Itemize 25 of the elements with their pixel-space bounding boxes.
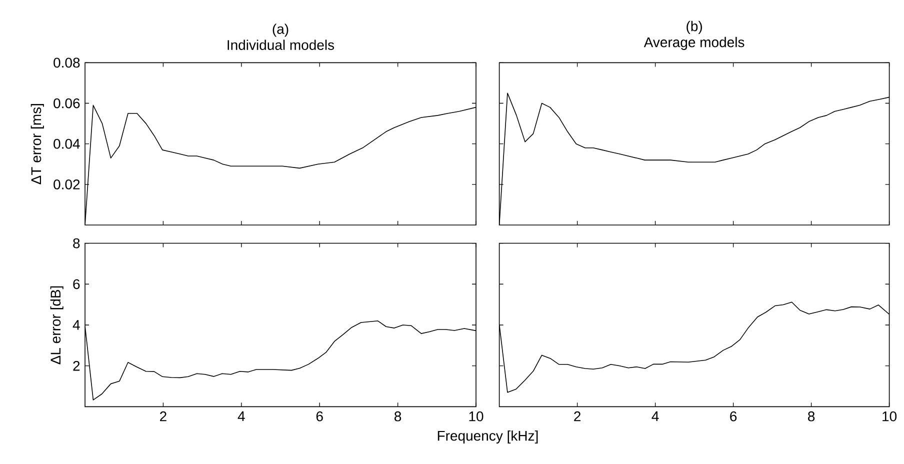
y-tick-label: 6 bbox=[73, 279, 80, 290]
y-tick-label: 0.06 bbox=[54, 98, 80, 108]
x-tick-label: 4 bbox=[238, 411, 245, 422]
x-tick-label: 8 bbox=[394, 411, 402, 422]
y-tick-label: 0.08 bbox=[54, 58, 80, 68]
x-tick-label: 10 bbox=[469, 411, 484, 422]
chart-subtitle: Individual models bbox=[228, 40, 334, 50]
x-tick-label: 2 bbox=[574, 411, 580, 422]
x-tick-label: 8 bbox=[808, 411, 815, 422]
x-axis-title: Frequency [kHz] bbox=[438, 430, 538, 444]
x-tick-label: 6 bbox=[730, 411, 737, 422]
y-tick-label: 2 bbox=[73, 360, 80, 371]
chart-title: (a) bbox=[272, 24, 288, 37]
x-tick-label: 2 bbox=[160, 411, 166, 422]
x-tick-label: 10 bbox=[882, 411, 897, 422]
y-axis-title: ΔL error [dB] bbox=[50, 286, 64, 364]
y-tick-label: 0.02 bbox=[54, 179, 80, 190]
x-tick-label: 4 bbox=[652, 411, 659, 422]
y-axis-title: ΔT error [ms] bbox=[30, 104, 44, 184]
x-tick-label: 6 bbox=[316, 411, 323, 422]
y-tick-label: 4 bbox=[72, 320, 80, 330]
y-tick-label: 8 bbox=[73, 238, 80, 248]
chart-subtitle: Average models bbox=[644, 36, 744, 50]
y-tick-label: 0.04 bbox=[54, 138, 80, 149]
chart-title: (b) bbox=[686, 20, 702, 34]
